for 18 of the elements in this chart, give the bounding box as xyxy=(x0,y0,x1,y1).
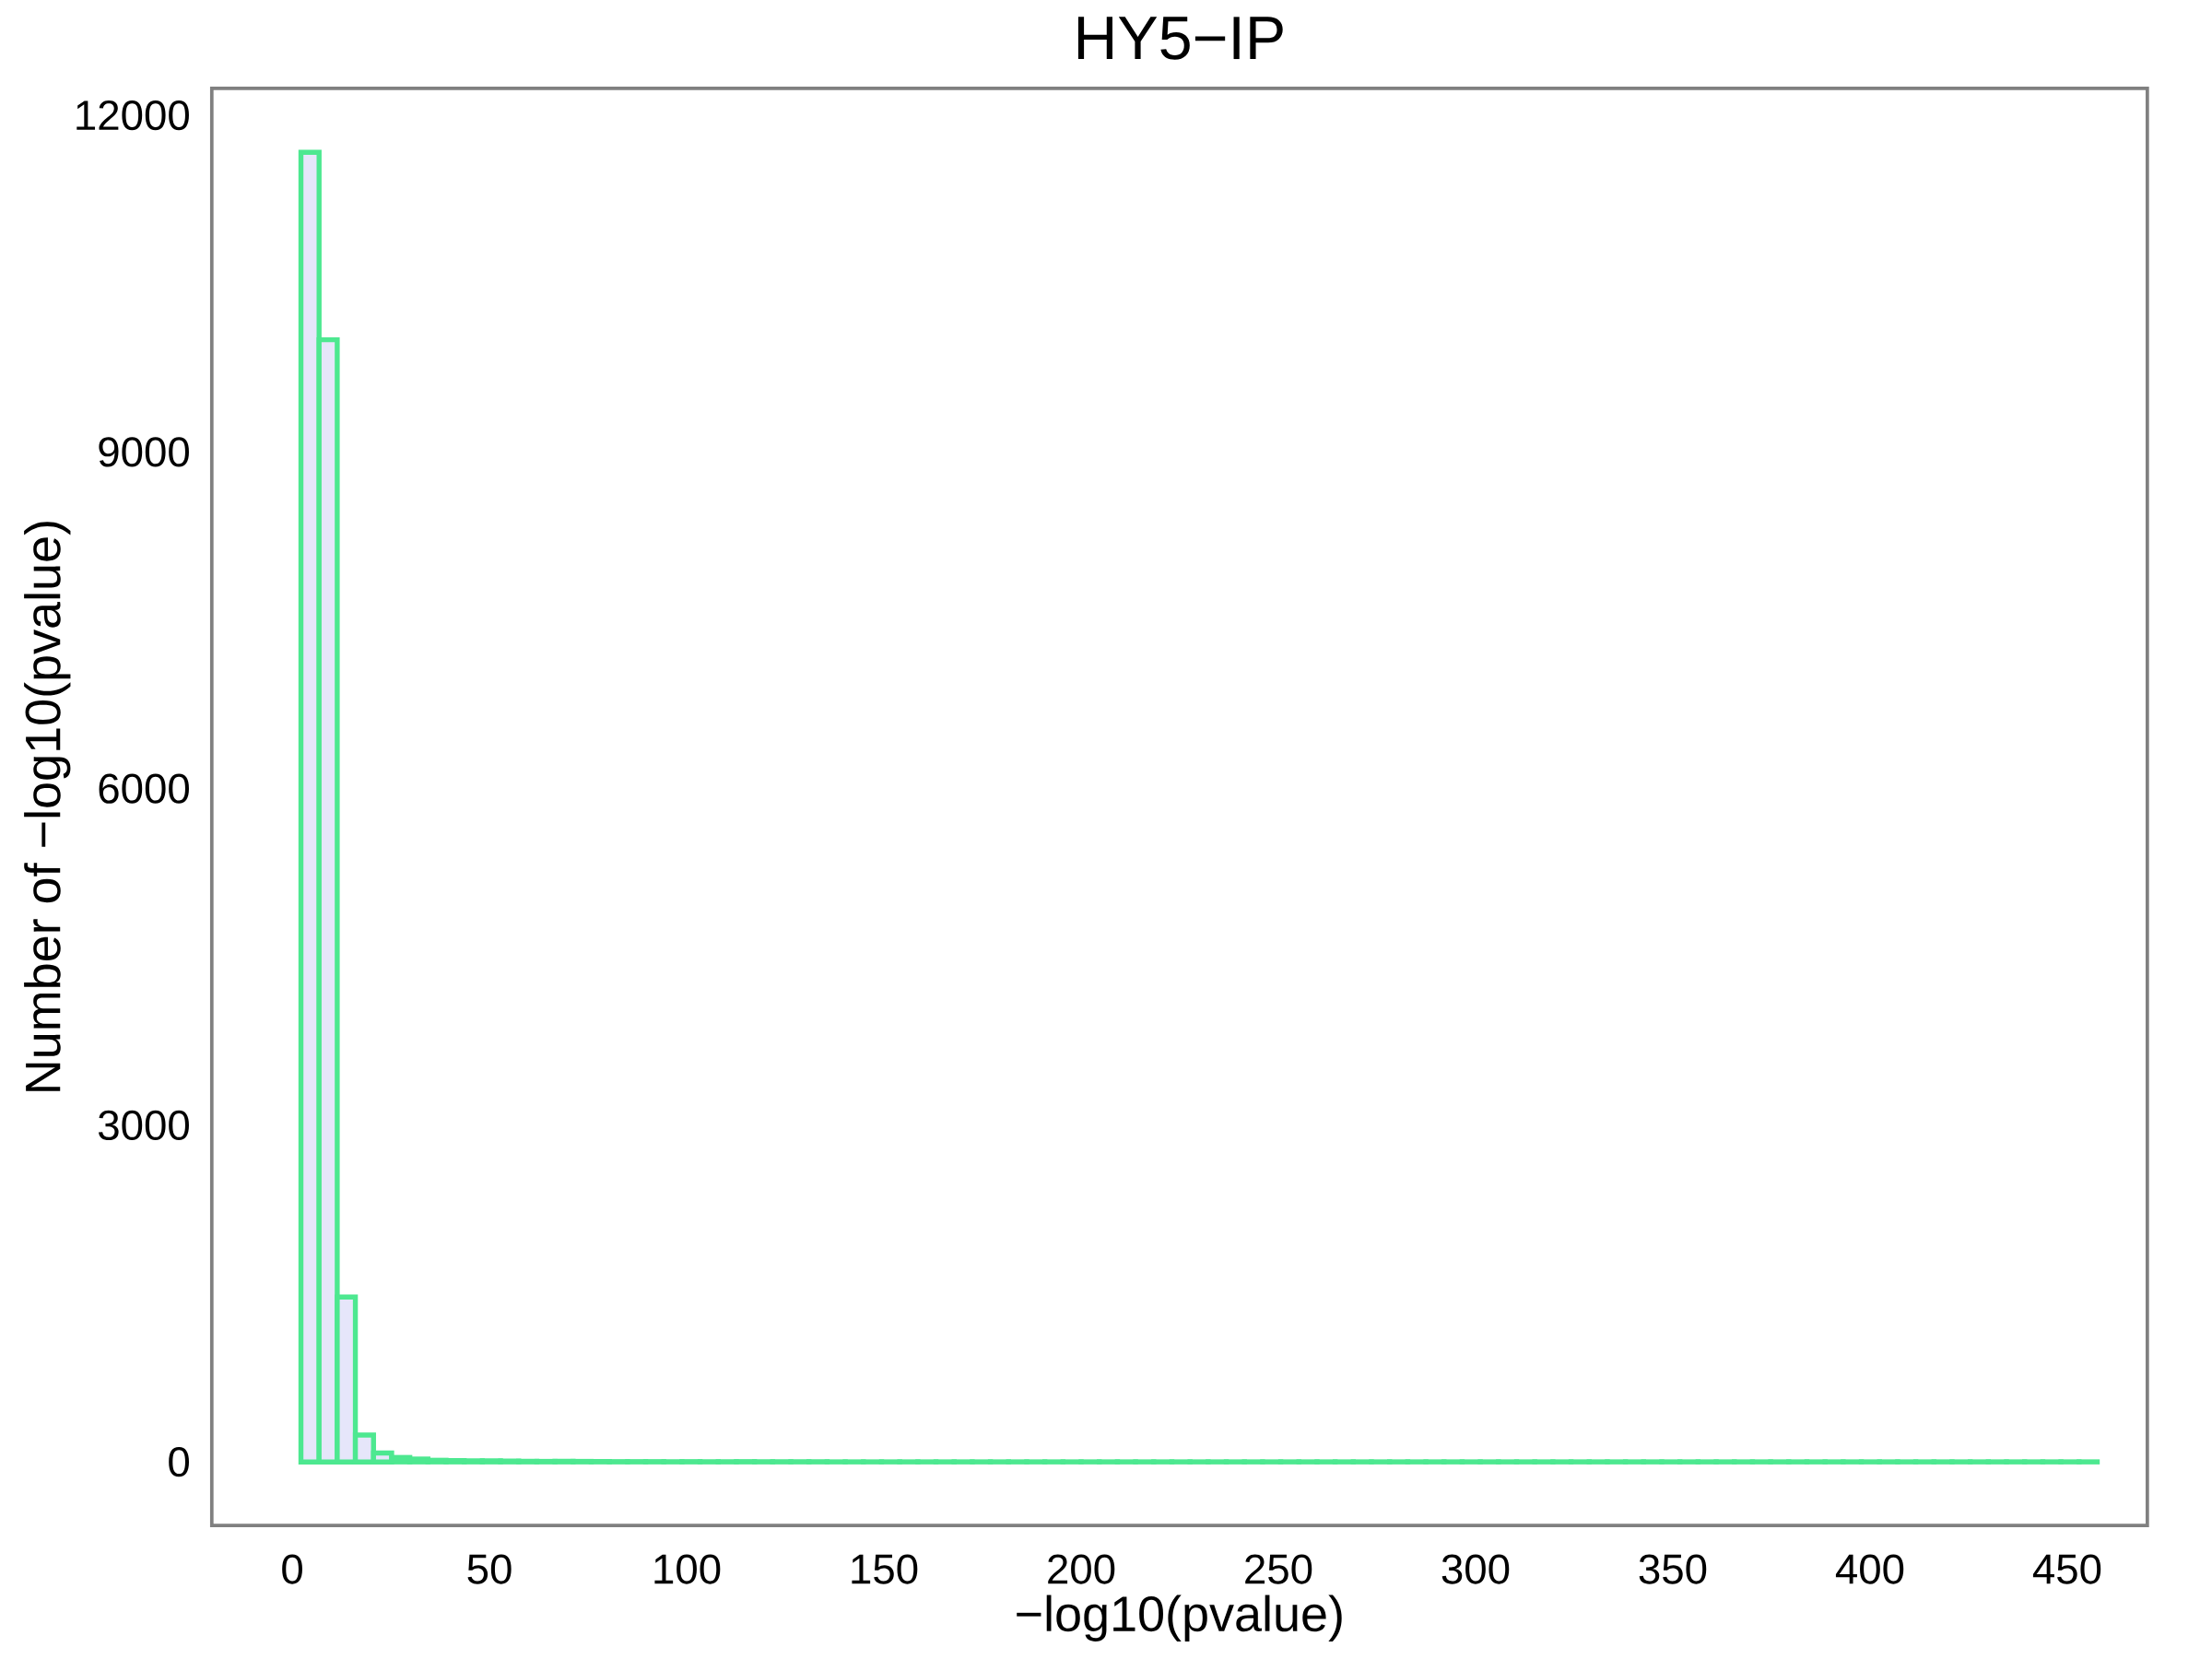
y-tick-label: 12000 xyxy=(76,100,189,131)
y-tick-label: 6000 xyxy=(99,773,189,804)
x-tick-label: 0 xyxy=(282,1554,302,1584)
x-tick-label: 350 xyxy=(1639,1554,1707,1584)
x-tick-label: 150 xyxy=(852,1554,918,1584)
x-tick-label: 50 xyxy=(467,1554,512,1584)
x-tick-label: 400 xyxy=(1835,1554,1904,1584)
chart-title: HY5−IP xyxy=(1077,17,1283,60)
x-tick-label: 100 xyxy=(654,1554,721,1584)
x-tick-label: 200 xyxy=(1048,1554,1115,1584)
y-tick-label: 3000 xyxy=(99,1110,189,1141)
y-axis-title: Number of −log10(pvalue) xyxy=(24,522,71,1091)
y-tick-label: 9000 xyxy=(99,437,189,467)
x-tick-label: 450 xyxy=(2032,1554,2101,1584)
x-tick-label: 300 xyxy=(1441,1554,1510,1584)
x-tick-label: 250 xyxy=(1245,1554,1312,1584)
y-tick-label: 0 xyxy=(169,1447,190,1477)
x-axis-title: −log10(pvalue) xyxy=(1017,1594,1342,1641)
